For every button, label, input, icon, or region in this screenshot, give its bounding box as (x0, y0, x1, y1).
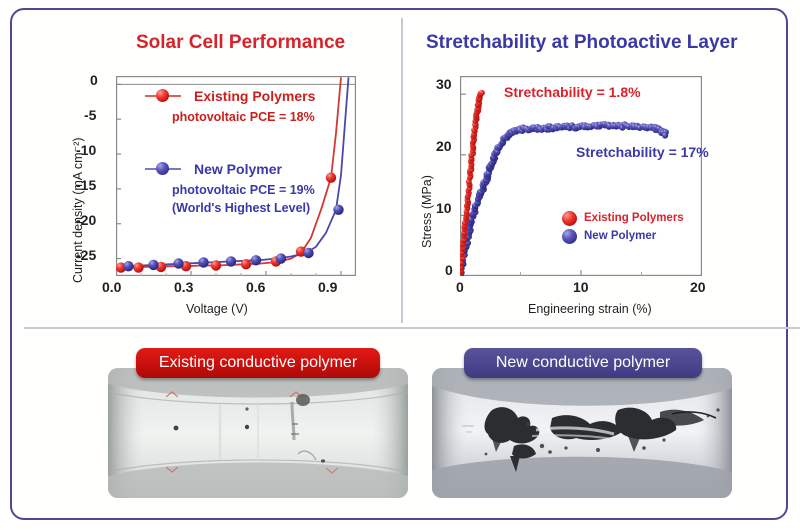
ss-y-axis-title: Stress (MPa) (420, 175, 434, 248)
existing-polymer-image (108, 368, 408, 498)
ss-annotation-red: Stretchability = 1.8% (504, 84, 641, 100)
panel-vertical-divider (401, 18, 403, 323)
jv-ytick-m10: -10 (76, 142, 97, 158)
stress-strain-chart: Stress (MPa) Engineering strain (%) 30 2… (416, 68, 746, 323)
ss-legend-existing-label: Existing Polymers (584, 212, 684, 224)
jv-ytick-m20: -20 (76, 212, 97, 228)
jv-legend-existing-note: photovoltaic PCE = 18% (172, 110, 315, 124)
jv-legend-new-label: New Polymer (194, 161, 282, 177)
panel-horizontal-divider (24, 327, 800, 329)
jv-plot-area (116, 76, 356, 276)
jv-ytick-m25: -25 (76, 247, 97, 263)
jv-legend-existing-label: Existing Polymers (194, 88, 316, 104)
left-panel-title: Solar Cell Performance (136, 32, 346, 53)
jv-ytick-0: 0 (90, 72, 98, 88)
jv-legend-new-note2: (World's Highest Level) (172, 201, 311, 215)
jv-xtick-03: 0.3 (174, 279, 194, 295)
jv-curve-chart: Current density (mA cm⁻²) Voltage (V) 0 … (68, 68, 398, 323)
jv-ytick-m15: -15 (76, 177, 97, 193)
ss-legend-new-label: New Polymer (584, 230, 657, 242)
jv-xtick-09: 0.9 (318, 279, 338, 295)
jv-legend-new-marker (156, 162, 169, 175)
jv-xtick-06: 0.6 (246, 279, 266, 295)
ss-ytick-20: 20 (436, 138, 452, 154)
new-polymer-badge: New conductive polymer (464, 348, 702, 378)
ss-xtick-0: 0 (456, 279, 464, 295)
ss-ytick-0: 0 (445, 262, 453, 278)
ss-ytick-10: 10 (436, 200, 452, 216)
figure-frame: Solar Cell Performance Stretchability at… (10, 8, 800, 520)
ss-xtick-10: 10 (573, 279, 589, 295)
ss-x-axis-title: Engineering strain (%) (528, 302, 652, 316)
ss-plot-area (460, 76, 702, 276)
right-panel-title: Stretchability at Photoactive Layer (426, 32, 738, 53)
jv-x-axis-title: Voltage (V) (186, 302, 248, 316)
jv-ytick-m5: -5 (84, 107, 97, 123)
ss-legend-new-marker (562, 229, 577, 244)
ss-ytick-30: 30 (436, 76, 452, 92)
jv-legend-new-note: photovoltaic PCE = 19% (172, 183, 315, 197)
ss-annotation-blue: Stretchability = 17% (576, 144, 709, 160)
ss-xtick-20: 20 (690, 279, 706, 295)
existing-polymer-photo (108, 368, 408, 498)
new-polymer-photo (432, 368, 732, 498)
new-polymer-image (432, 368, 732, 498)
ss-legend-existing-marker (562, 211, 577, 226)
jv-legend-existing-marker (156, 89, 169, 102)
jv-xtick-0: 0.0 (102, 279, 122, 295)
existing-polymer-badge: Existing conductive polymer (136, 348, 380, 378)
